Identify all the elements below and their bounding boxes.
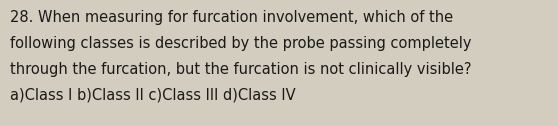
Text: through the furcation, but the furcation is not clinically visible?: through the furcation, but the furcation… xyxy=(10,62,472,77)
Text: a)Class I b)Class II c)Class III d)Class IV: a)Class I b)Class II c)Class III d)Class… xyxy=(10,88,296,103)
Text: 28. When measuring for furcation involvement, which of the: 28. When measuring for furcation involve… xyxy=(10,10,453,25)
Text: following classes is described by the probe passing completely: following classes is described by the pr… xyxy=(10,36,472,51)
